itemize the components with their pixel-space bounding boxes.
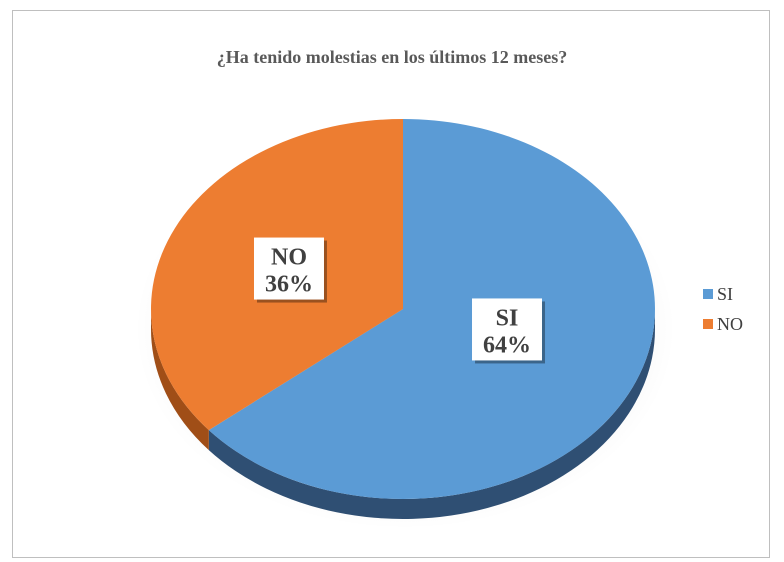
data-label-category-no: NO bbox=[271, 245, 307, 271]
legend-item-si: SI bbox=[703, 279, 743, 309]
pie-side-no bbox=[151, 309, 209, 451]
data-label-percent-si: 64% bbox=[483, 332, 531, 358]
legend: SI NO bbox=[703, 279, 743, 339]
legend-label-si: SI bbox=[717, 283, 734, 304]
legend-swatch-si bbox=[703, 289, 713, 299]
chart-frame: ¿Ha tenido molestias en los últimos 12 m… bbox=[12, 10, 770, 558]
data-label-percent-no: 36% bbox=[265, 272, 313, 298]
pie-slice-si bbox=[208, 119, 655, 500]
legend-item-no: NO bbox=[703, 309, 743, 339]
chart-title: ¿Ha tenido molestias en los últimos 12 m… bbox=[216, 47, 568, 67]
data-label-category-si: SI bbox=[496, 305, 519, 331]
legend-swatch-no bbox=[703, 319, 713, 329]
legend-label-no: NO bbox=[717, 313, 743, 334]
